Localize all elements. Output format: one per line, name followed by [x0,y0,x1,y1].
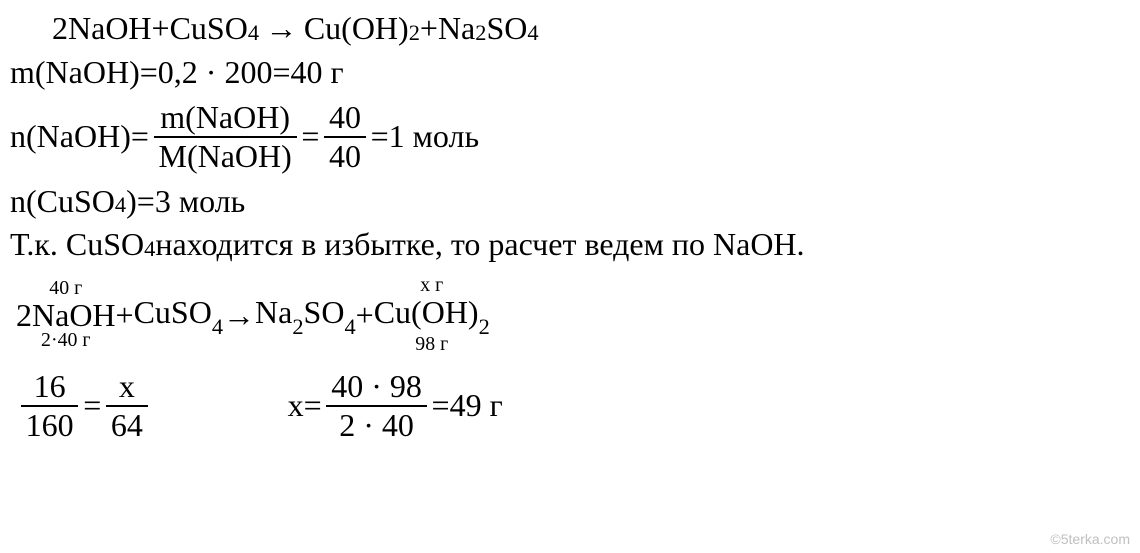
fraction: 16 160 [21,368,79,444]
text: n(CuSO [10,181,115,223]
formula: NaOH [32,297,116,333]
denominator: 2 · 40 [326,407,426,444]
subscript: 2 [479,314,490,339]
text: )=3 моль [126,181,245,223]
numerator: 40 [324,99,366,138]
term-cuoh2: x г Cu(OH)2 98 г [374,276,490,354]
numerator: x [106,368,148,407]
moles-naoh: n(NaOH)= m(NaOH) M(NaOH) = 40 40 =1 моль [10,99,1130,175]
proportion-solution: 16 160 = x 64 x= 40 · 98 2 · 40 =49 г [10,368,1130,444]
denominator: M(NaOH) [154,138,297,175]
numerator: 40 · 98 [326,368,426,407]
subscript: 4 [212,314,223,339]
term-plus2: + [356,279,374,351]
subscript: 2 [409,18,420,47]
subscript: 4 [115,190,126,219]
formula: SO [304,294,345,330]
rhs: =1 моль [371,116,479,158]
formula: CuSO [170,8,248,50]
subscript: 4 [248,18,259,47]
fraction: 40 · 98 2 · 40 [326,368,426,444]
denominator: 40 [324,138,366,175]
numerator: 16 [21,368,79,407]
stoich-equation: 40 г 2NaOH 2·40 г + CuSO4 → Na2SO4 [10,276,1130,354]
coef: 2 [16,297,32,333]
subscript: 4 [144,234,155,263]
text: m(NaOH)=0,2 · 200=40 г [10,52,344,94]
equation-1: 2NaOH+CuSO4 → Cu(OH)2+Na2SO4 [10,8,1130,50]
text: находится в избытке, то расчет ведем по … [155,224,804,266]
denominator: 64 [106,407,148,444]
lhs: n(NaOH)= [10,116,149,158]
formula: Cu(OH) [304,8,409,50]
fraction: x 64 [106,368,148,444]
subscript: 2 [475,18,486,47]
mass-calc: m(NaOH)=0,2 · 200=40 г [10,52,1130,94]
numerator: m(NaOH) [154,99,297,138]
plus: + [420,8,438,50]
arrow-icon: → [265,8,297,50]
formula: CuSO [134,294,212,330]
excess-statement: Т.к. CuSO4 находится в избытке, то расче… [10,224,1130,266]
term-naoh: 40 г 2NaOH 2·40 г [16,279,116,351]
plus: + [116,299,134,331]
plus: + [356,299,374,331]
term-na2so4: Na2SO4 [255,276,356,354]
bottom-annotation: 2·40 г [41,331,90,351]
text: Т.к. CuSO [10,224,144,266]
fraction: m(NaOH) M(NaOH) [154,99,297,175]
denominator: 160 [21,407,79,444]
equals: = [301,116,319,158]
x-equals: x= [288,385,322,427]
equals: = [83,385,101,427]
subscript: 4 [527,18,538,47]
term-plus: + [116,279,134,351]
subscript: 2 [292,314,303,339]
coef: 2 [52,8,68,50]
bottom-annotation: 98 г [415,335,448,355]
result: =49 г [432,385,503,427]
watermark: ©5terka.com [1050,531,1130,547]
moles-cuso4: n(CuSO4)=3 моль [10,181,1130,223]
chemistry-solution: 2NaOH+CuSO4 → Cu(OH)2+Na2SO4 m(NaOH)=0,2… [0,0,1140,454]
formula: SO [486,8,527,50]
term-cuso4: CuSO4 [134,276,223,354]
formula: Na [255,294,292,330]
term-arrow: → [223,279,255,351]
plus: + [152,8,170,50]
arrow-icon: → [223,299,255,331]
formula: NaOH [68,8,152,50]
formula: Na [438,8,475,50]
formula: Cu(OH) [374,294,479,330]
subscript: 4 [344,314,355,339]
fraction: 40 40 [324,99,366,175]
